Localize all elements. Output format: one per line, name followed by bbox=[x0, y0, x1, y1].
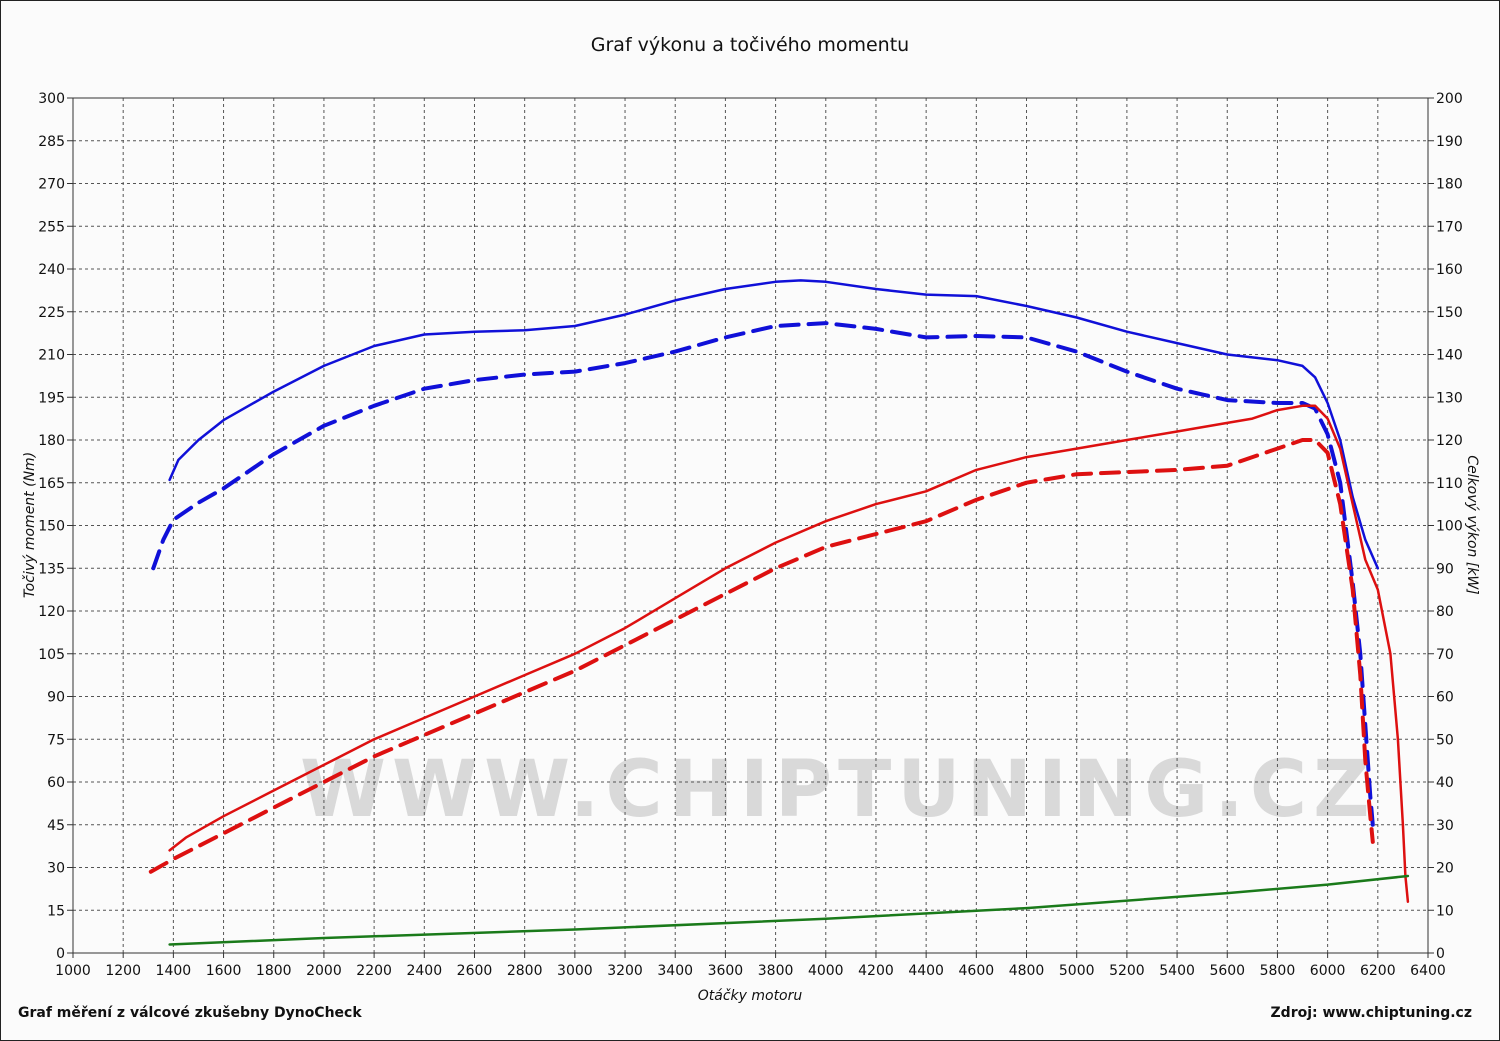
right-tick-label: 150 bbox=[1436, 305, 1463, 321]
right-tick-label: 190 bbox=[1436, 134, 1463, 150]
series-line-2 bbox=[151, 321, 1375, 827]
x-tick-label: 5600 bbox=[1209, 963, 1245, 979]
x-tick-label: 2600 bbox=[457, 963, 493, 979]
right-tick-label: 100 bbox=[1436, 519, 1463, 535]
right-tick-label: 30 bbox=[1436, 818, 1454, 834]
series-line-4 bbox=[148, 438, 1375, 874]
right-tick-label: 40 bbox=[1436, 775, 1454, 791]
left-tick-label: 90 bbox=[47, 690, 65, 706]
right-tick-label: 120 bbox=[1436, 433, 1463, 449]
grid bbox=[73, 98, 1428, 953]
right-tick-label: 80 bbox=[1436, 604, 1454, 620]
right-tick-label: 130 bbox=[1436, 390, 1463, 406]
left-tick-label: 120 bbox=[38, 604, 65, 620]
x-tick-label: 2200 bbox=[356, 963, 392, 979]
right-tick-label: 70 bbox=[1436, 647, 1454, 663]
series-line-5 bbox=[168, 874, 1410, 946]
left-tick-label: 135 bbox=[38, 561, 65, 577]
x-tick-label: 5000 bbox=[1059, 963, 1095, 979]
right-tick-label: 50 bbox=[1436, 732, 1454, 748]
x-tick-label: 6200 bbox=[1360, 963, 1396, 979]
x-tick-label: 3400 bbox=[657, 963, 693, 979]
x-axis-label: Otáčky motoru bbox=[698, 988, 803, 1004]
right-axis-label: Celkový výkon [kW] bbox=[1464, 455, 1480, 594]
left-tick-label: 255 bbox=[38, 219, 65, 235]
right-tick-label: 0 bbox=[1436, 946, 1445, 962]
x-tick-label: 3600 bbox=[708, 963, 744, 979]
left-tick-label: 195 bbox=[38, 390, 65, 406]
x-tick-label: 5800 bbox=[1260, 963, 1296, 979]
x-tick-label: 5400 bbox=[1159, 963, 1195, 979]
left-tick-label: 60 bbox=[47, 775, 65, 791]
left-tick-label: 15 bbox=[47, 903, 65, 919]
left-tick-label: 210 bbox=[38, 348, 65, 364]
left-tick-label: 285 bbox=[38, 134, 65, 150]
x-tick-label: 4200 bbox=[858, 963, 894, 979]
x-tick-label: 1800 bbox=[256, 963, 292, 979]
right-tick-label: 60 bbox=[1436, 690, 1454, 706]
left-tick-label: 30 bbox=[47, 861, 65, 877]
axes bbox=[72, 97, 1429, 954]
series-line-3 bbox=[168, 404, 1410, 903]
right-tick-label: 170 bbox=[1436, 219, 1463, 235]
x-tick-label: 4800 bbox=[1009, 963, 1045, 979]
x-tick-label: 3800 bbox=[758, 963, 794, 979]
chart-title: Graf výkonu a točivého momentu bbox=[590, 34, 910, 56]
right-tick-label: 10 bbox=[1436, 903, 1454, 919]
right-tick-label: 20 bbox=[1436, 861, 1454, 877]
left-tick-label: 45 bbox=[47, 818, 65, 834]
x-tick-label: 2000 bbox=[306, 963, 342, 979]
x-tick-label: 1400 bbox=[156, 963, 192, 979]
right-tick-labels: 0 10 20 30 40 50 60 70 80 90 100 110 120 130 140 150 160… bbox=[1428, 91, 1463, 962]
watermark: WWW.CHIPTUNING.CZ bbox=[300, 745, 1376, 835]
right-tick-label: 90 bbox=[1436, 561, 1454, 577]
x-tick-label: 1200 bbox=[105, 963, 141, 979]
right-tick-label: 160 bbox=[1436, 262, 1463, 278]
x-tick-label: 4600 bbox=[959, 963, 995, 979]
left-tick-label: 270 bbox=[38, 177, 65, 193]
left-tick-label: 180 bbox=[38, 433, 65, 449]
x-tick-label: 1600 bbox=[206, 963, 242, 979]
left-tick-labels: 0 15 30 45 60 75 90 105 120 135 150 165 180 195 210 225… bbox=[38, 91, 73, 962]
left-tick-label: 105 bbox=[38, 647, 65, 663]
x-tick-label: 4400 bbox=[908, 963, 944, 979]
left-tick-label: 0 bbox=[56, 946, 65, 962]
x-tick-label: 3000 bbox=[557, 963, 593, 979]
plot-border bbox=[72, 97, 1429, 954]
x-tick-label: 5200 bbox=[1109, 963, 1145, 979]
left-tick-label: 225 bbox=[38, 305, 65, 321]
footer-source-url: Zdroj: www.chiptuning.cz bbox=[1270, 1005, 1472, 1021]
x-tick-label: 2800 bbox=[507, 963, 543, 979]
series-lines bbox=[148, 279, 1410, 946]
right-tick-label: 140 bbox=[1436, 348, 1463, 364]
left-axis-label: Točivý moment (Nm) bbox=[22, 452, 38, 598]
x-tick-label: 1000 bbox=[55, 963, 91, 979]
left-tick-label: 150 bbox=[38, 519, 65, 535]
x-tick-labels: 1000 1200 1400 1600 1800 2000 2200 2400 2600 2800… bbox=[55, 953, 1446, 979]
left-tick-label: 165 bbox=[38, 476, 65, 492]
left-tick-label: 300 bbox=[38, 91, 65, 107]
left-tick-label: 75 bbox=[47, 732, 65, 748]
x-tick-label: 2400 bbox=[406, 963, 442, 979]
left-tick-label: 240 bbox=[38, 262, 65, 278]
x-tick-label: 6400 bbox=[1410, 963, 1446, 979]
right-tick-label: 180 bbox=[1436, 177, 1463, 193]
footer-source-note: Graf měření z válcové zkušebny DynoCheck bbox=[18, 1005, 362, 1021]
right-tick-label: 200 bbox=[1436, 91, 1463, 107]
x-tick-label: 6000 bbox=[1310, 963, 1346, 979]
series-line-1 bbox=[168, 279, 1380, 570]
x-tick-label: 3200 bbox=[607, 963, 643, 979]
right-tick-label: 110 bbox=[1436, 476, 1463, 492]
x-tick-label: 4000 bbox=[808, 963, 844, 979]
